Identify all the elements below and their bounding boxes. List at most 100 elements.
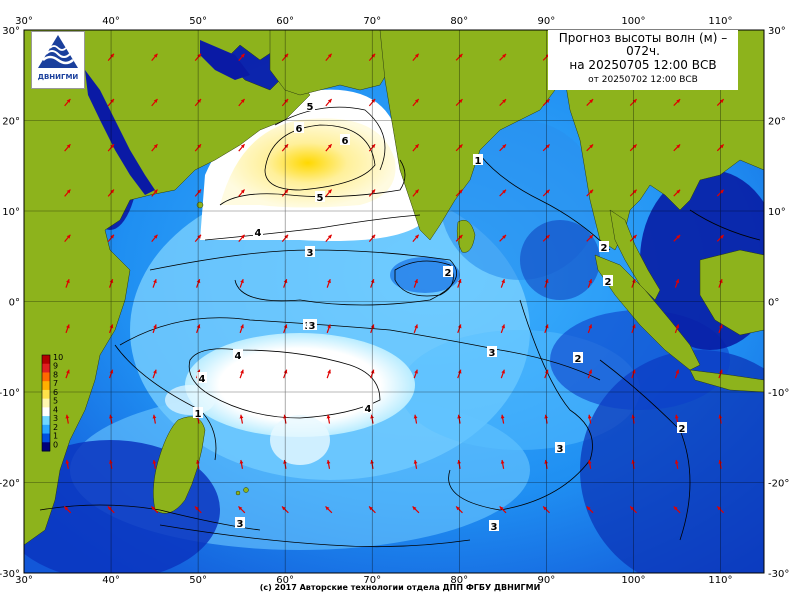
lon-tick-bottom: 80° [450,575,468,586]
title-line-1: Прогноз высоты волн (м) – [558,31,728,45]
lon-tick-bottom: 70° [363,575,381,586]
wave-direction-arrow [239,459,244,469]
wave-direction-arrow [499,144,507,152]
wave-direction-arrow [152,278,157,288]
svg-text:2: 2 [601,243,608,254]
colorbar-swatch [42,416,50,426]
wave-direction-arrow [326,414,331,424]
contour-layer [39,106,761,548]
wave-direction-arrow [674,369,680,379]
wave-direction-arrow [238,53,245,61]
colorbar-label: 10 [53,353,63,362]
axis-tick-labels: 30°30°40°40°50°50°60°60°70°70°80°80°90°9… [0,16,789,586]
wave-direction-arrow [64,98,71,107]
wave-direction-arrow [586,189,594,197]
wave-emblem-icon [38,35,78,68]
wave-direction-arrow [413,324,418,334]
colorbar-frame [41,354,51,452]
colorbar-swatch [42,424,50,435]
wave-direction-arrow [325,189,333,197]
wave-direction-arrow [151,143,158,152]
contour-value-label: 3 [555,442,565,455]
contour-2-madagascar [39,504,261,531]
contour-6-north [264,124,376,191]
wave-direction-arrow [674,459,679,469]
contour-value-label: 6 [340,134,350,147]
landmass-india [379,30,566,241]
colorbar-label: 3 [53,414,58,423]
lon-tick-top: 90° [537,16,555,27]
wave-direction-arrow [587,324,593,334]
contour-value-label: 4 [233,349,243,362]
lat-tick-right: 0° [768,298,779,309]
red-sea [85,70,155,195]
wave-direction-arrow [326,369,331,379]
island-socotra [196,201,204,209]
lon-tick-top: 50° [189,16,207,27]
colorbar-label: 0 [53,440,58,449]
wave-direction-arrow [65,369,70,379]
wave-direction-arrow [238,98,245,107]
persian-gulf [200,40,250,80]
lon-tick-top: 110° [708,16,732,27]
contour-value-label: 6 [294,122,304,135]
wave-direction-arrow [412,189,420,197]
title-line-3: на 20250705 12:00 ВСВ [569,58,717,72]
wave-direction-arrow [325,98,333,107]
contour-3-east [448,299,593,511]
wave-direction-arrows [63,53,725,514]
svg-text:5: 5 [317,193,324,204]
wave-direction-arrow [63,506,72,514]
wave-direction-arrow [587,369,593,379]
svg-text:3: 3 [491,522,498,533]
wave-direction-arrow [151,98,158,107]
lon-tick-bottom: 100° [621,575,645,586]
title-line-4: от 20250702 12:00 ВСВ [588,75,698,85]
lat-tick-right: -20° [768,479,789,490]
colorbar-swatch [42,363,50,373]
svg-text:3: 3 [489,348,496,359]
wave-direction-arrow [325,234,333,242]
wave-direction-arrow [151,234,158,242]
svg-text:2: 2 [679,424,686,435]
lat-tick-right: -30° [768,569,789,580]
colorbar-label: 9 [53,362,58,371]
contour-3-southwest [159,524,471,548]
lon-tick-top: 80° [450,16,468,27]
wave-direction-arrow [151,53,158,61]
lon-tick-bottom: 40° [102,575,120,586]
wave-direction-arrow [64,189,71,197]
wave-direction-arrow [239,414,244,424]
wave-direction-arrow [238,143,245,152]
lon-tick-bottom: 30° [15,575,33,586]
svg-text:3: 3 [307,248,314,259]
contour-value-label: 4 [197,372,207,385]
wave-direction-arrow [500,324,505,334]
colorbar-swatch [42,407,50,417]
wave-direction-arrow [412,98,420,107]
svg-text:6: 6 [296,124,303,135]
wave-direction-arrow [325,143,333,152]
island-mauritius [243,487,249,493]
map-frame [23,29,765,574]
wave-direction-arrow [673,189,681,197]
deep-zone-andaman [520,220,600,300]
svg-text:4: 4 [199,374,206,385]
contour-value-label: 3 [489,520,499,533]
wave-direction-arrow [586,98,594,107]
wave-direction-arrow [326,324,331,334]
wave-direction-arrow [65,459,70,469]
contour-value-label: 2 [443,266,453,279]
wave-direction-arrow [65,278,70,288]
colorbar-swatch [42,433,50,443]
wave-direction-arrow [412,143,420,152]
wave-direction-arrow [500,278,505,288]
wave-direction-arrow [151,189,158,197]
contour-2-scs [689,209,761,241]
svg-text:4: 4 [255,228,262,239]
lat-tick-right: 10° [768,207,786,218]
contour-5-south [219,159,406,206]
svg-text:3: 3 [309,321,316,332]
contour-5-north [274,106,386,171]
